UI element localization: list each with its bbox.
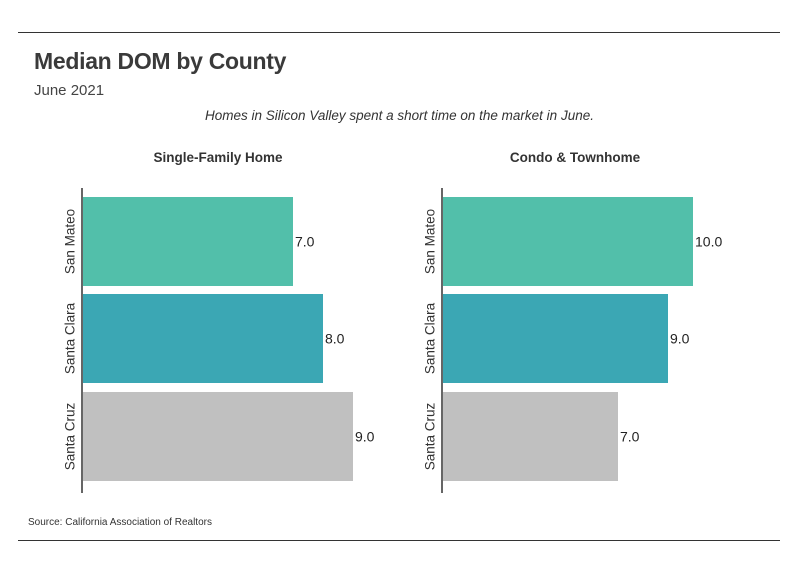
value-label-santa-cruz: 7.0 <box>620 429 640 445</box>
category-label-santa-cruz: Santa Cruz <box>63 402 78 470</box>
bar-santa-cruz <box>443 392 618 481</box>
bar-santa-cruz <box>83 392 353 481</box>
value-label-santa-clara: 8.0 <box>325 331 345 347</box>
category-label-san-mateo: San Mateo <box>423 209 438 274</box>
bar-san-mateo <box>83 197 293 286</box>
value-label-san-mateo: 7.0 <box>295 234 315 250</box>
panel-title: Single-Family Home <box>153 150 283 165</box>
chart-tagline: Homes in Silicon Valley spent a short ti… <box>205 108 594 123</box>
value-label-santa-clara: 9.0 <box>670 331 690 347</box>
bar-santa-clara <box>443 294 668 383</box>
value-label-santa-cruz: 9.0 <box>355 429 375 445</box>
category-label-santa-cruz: Santa Cruz <box>423 402 438 470</box>
value-label-san-mateo: 10.0 <box>695 234 722 250</box>
panel-condo-townhome: Condo & Townhome 10.0 San Mateo 9.0 Santa Cl… <box>423 150 722 493</box>
bottom-rule <box>18 540 780 541</box>
bar-san-mateo <box>443 197 693 286</box>
category-label-santa-clara: Santa Clara <box>423 302 438 374</box>
source-note: Source: California Association of Realto… <box>28 517 212 528</box>
panel-single-family-home: Single-Family Home 7.0 San Mateo 8.0 Santa C… <box>63 150 375 493</box>
chart-title: Median DOM by County <box>34 48 287 74</box>
panel-title: Condo & Townhome <box>510 150 641 165</box>
chart-subtitle: June 2021 <box>34 82 105 99</box>
category-label-santa-clara: Santa Clara <box>63 302 78 374</box>
top-rule <box>18 32 780 33</box>
bar-santa-clara <box>83 294 323 383</box>
category-label-san-mateo: San Mateo <box>63 209 78 274</box>
